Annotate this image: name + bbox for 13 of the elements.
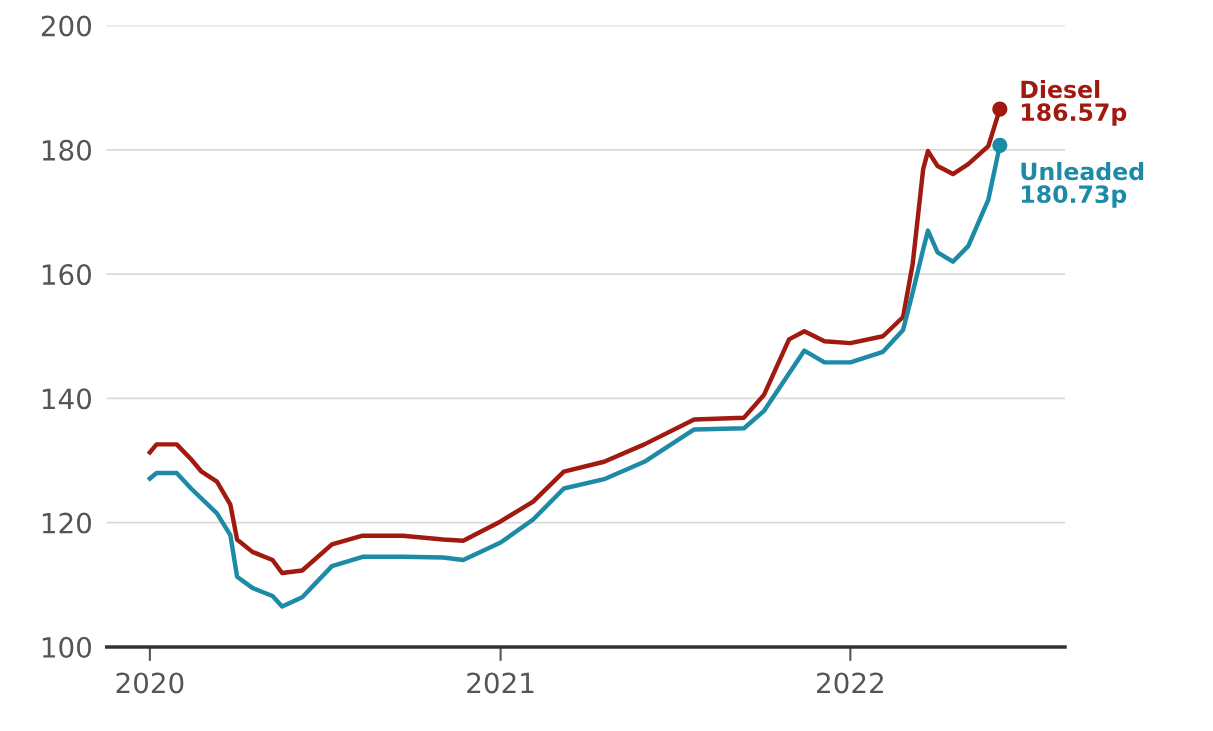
- data-label: 186.57p: [1021, 103, 1127, 126]
- x-tick-label: 2020: [116, 672, 184, 694]
- y-tick-label: 160: [42, 264, 92, 286]
- data-label: 180.73p: [1021, 185, 1127, 208]
- y-tick-label: 200: [41, 15, 92, 37]
- y-tick-label: 140: [42, 388, 92, 410]
- x-tick-label: 2022: [817, 672, 883, 694]
- series-label: Diesel: [1021, 80, 1100, 99]
- y-tick-label: 180: [42, 139, 92, 161]
- x-tick-label: 2021: [467, 672, 534, 694]
- y-tick-label: 120: [42, 512, 92, 534]
- series-label: Unleaded: [1021, 161, 1144, 181]
- y-tick-label: 100: [42, 636, 92, 658]
